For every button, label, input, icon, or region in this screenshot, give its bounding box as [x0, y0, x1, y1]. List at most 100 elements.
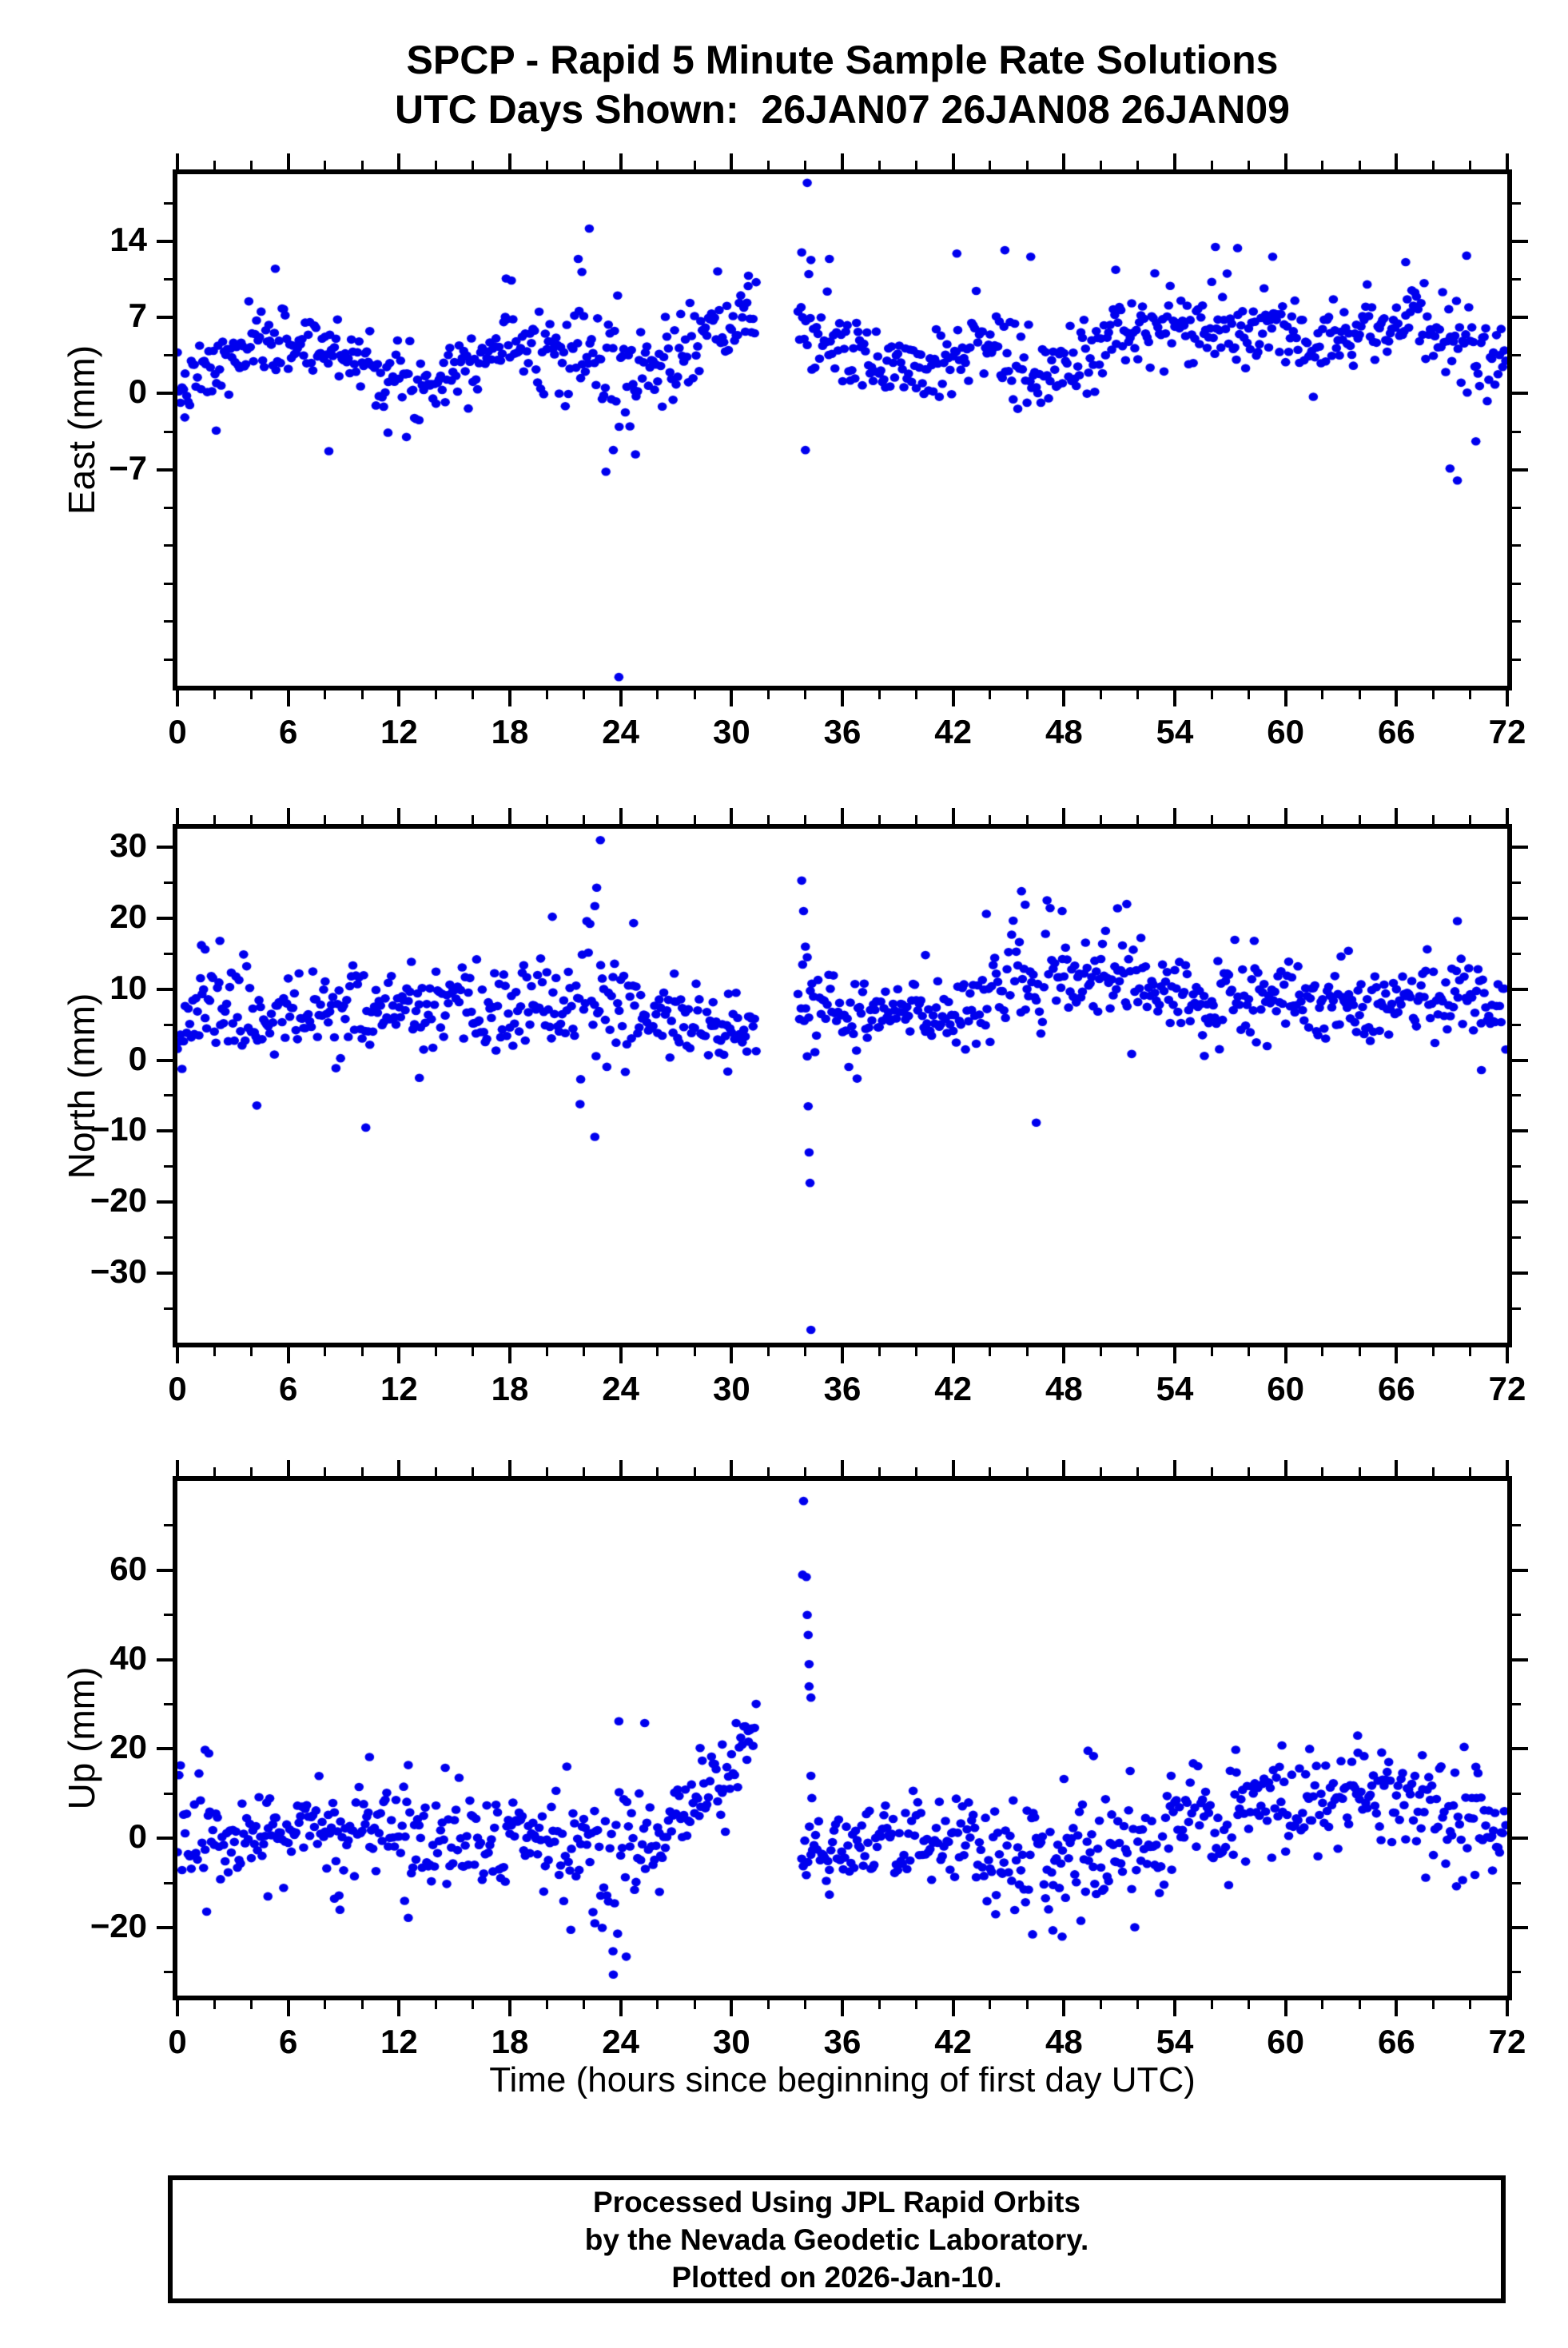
tick-mark: [1395, 1460, 1399, 1476]
tick-mark: [164, 1792, 173, 1795]
tick-mark: [1512, 1658, 1528, 1662]
tick-mark: [1283, 690, 1287, 706]
tick-mark: [1512, 1023, 1521, 1026]
tick-mark: [914, 1347, 917, 1356]
tick-mark: [286, 1460, 290, 1476]
tick-mark: [1173, 690, 1176, 706]
tick-mark: [397, 690, 401, 706]
tick-mark: [213, 690, 216, 699]
tick-mark: [989, 2000, 992, 2009]
tick-mark: [249, 1467, 253, 1476]
tick-mark: [157, 1568, 173, 1572]
tick-mark: [582, 1467, 585, 1476]
tick-label: 54: [1156, 2023, 1194, 2060]
tick-mark: [1321, 161, 1324, 169]
tick-mark: [157, 1058, 173, 1062]
tick-mark: [1506, 690, 1509, 706]
tick-mark: [1512, 1881, 1521, 1884]
tick-mark: [164, 1971, 173, 1974]
tick-mark: [730, 2000, 734, 2016]
tick-label: 0: [168, 1370, 187, 1407]
tick-mark: [157, 846, 173, 850]
tick-mark: [435, 2000, 438, 2009]
tick-label: 18: [491, 1370, 529, 1407]
tick-mark: [176, 2000, 179, 2016]
figure-title-line2: UTC Days Shown: 26JAN07 26JAN08 26JAN09: [395, 87, 1290, 132]
tick-mark: [914, 815, 917, 824]
tick-mark: [841, 808, 844, 824]
tick-mark: [157, 240, 173, 244]
tick-mark: [397, 1460, 401, 1476]
tick-mark: [1512, 582, 1521, 585]
tick-mark: [1512, 1129, 1528, 1133]
tick-mark: [693, 1467, 696, 1476]
tick-mark: [693, 1347, 696, 1356]
tick-mark: [249, 815, 253, 824]
tick-mark: [951, 1460, 955, 1476]
tick-mark: [1512, 354, 1521, 357]
tick-mark: [164, 544, 173, 547]
tick-mark: [619, 690, 623, 706]
tick-mark: [1512, 1307, 1521, 1310]
tick-mark: [1432, 815, 1435, 824]
tick-mark: [1512, 1614, 1521, 1617]
tick-mark: [176, 153, 179, 169]
tick-mark: [1210, 2000, 1213, 2009]
tick-mark: [656, 1467, 659, 1476]
tick-mark: [164, 1165, 173, 1168]
tick-mark: [730, 153, 734, 169]
tick-mark: [1358, 690, 1361, 699]
tick-mark: [1062, 1460, 1066, 1476]
up-plot-frame: [173, 1476, 1512, 2000]
tick-mark: [1173, 2000, 1176, 2016]
tick-mark: [1358, 1347, 1361, 1356]
tick-label: 66: [1377, 1370, 1415, 1407]
tick-mark: [1025, 690, 1029, 699]
tick-mark: [878, 1347, 881, 1356]
tick-mark: [693, 690, 696, 699]
tick-mark: [157, 1200, 173, 1204]
tick-label: 30: [712, 713, 750, 750]
tick-mark: [841, 690, 844, 706]
tick-mark: [157, 1837, 173, 1841]
tick-mark: [1247, 2000, 1250, 2009]
tick-mark: [164, 1703, 173, 1705]
tick-mark: [286, 153, 290, 169]
tick-mark: [324, 2000, 327, 2009]
tick-mark: [767, 690, 770, 699]
tick-label: −7: [109, 448, 147, 487]
tick-mark: [693, 815, 696, 824]
tick-mark: [914, 690, 917, 699]
tick-mark: [472, 2000, 475, 2009]
tick-mark: [841, 1460, 844, 1476]
tick-mark: [324, 1347, 327, 1356]
tick-mark: [1512, 1058, 1528, 1062]
tick-mark: [767, 1467, 770, 1476]
tick-mark: [1247, 161, 1250, 169]
tick-mark: [286, 808, 290, 824]
tick-mark: [360, 161, 364, 169]
tick-mark: [1247, 690, 1250, 699]
tick-mark: [435, 815, 438, 824]
tick-mark: [1432, 2000, 1435, 2009]
tick-mark: [804, 161, 807, 169]
tick-mark: [619, 808, 623, 824]
tick-mark: [1283, 808, 1287, 824]
tick-mark: [435, 1347, 438, 1356]
tick-label: 60: [1267, 2023, 1305, 2060]
tick-mark: [1512, 658, 1521, 661]
tick-mark: [1210, 1347, 1213, 1356]
tick-mark: [951, 1347, 955, 1363]
tick-label: 12: [380, 2023, 418, 2060]
tick-label: 0: [128, 372, 147, 411]
tick-mark: [1173, 153, 1176, 169]
north-axis-title: North (mm): [61, 993, 102, 1179]
tick-mark: [1512, 468, 1528, 472]
tick-label: 24: [602, 2023, 640, 2060]
tick-mark: [989, 815, 992, 824]
tick-mark: [157, 987, 173, 991]
tick-mark: [1395, 153, 1399, 169]
tick-mark: [157, 468, 173, 472]
tick-mark: [1321, 2000, 1324, 2009]
tick-mark: [1512, 916, 1528, 920]
